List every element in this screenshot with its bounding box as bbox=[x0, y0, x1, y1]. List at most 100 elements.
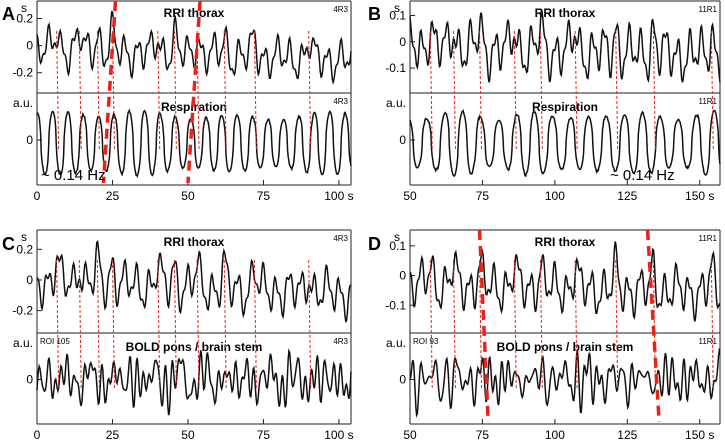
y-tick-label: 0 bbox=[399, 269, 406, 283]
alignment-marker bbox=[574, 259, 578, 391]
y-tick-label: -0.1 bbox=[385, 298, 406, 312]
y-tick-label: -0.2 bbox=[12, 66, 33, 80]
alignment-marker bbox=[223, 30, 227, 152]
panel-label-B: B bbox=[368, 4, 381, 24]
alignment-marker bbox=[452, 30, 456, 152]
alignment-marker bbox=[111, 259, 115, 391]
x-tick-label: 50 bbox=[403, 189, 417, 203]
alignment-marker bbox=[56, 259, 60, 391]
x-tick-label: 75 bbox=[257, 428, 271, 442]
alignment-marker bbox=[539, 259, 543, 391]
alignment-marker bbox=[710, 259, 714, 391]
subject-tag-top: 4R3 bbox=[333, 234, 348, 243]
y-unit-label-top: s bbox=[21, 230, 27, 244]
alignment-marker bbox=[173, 30, 177, 152]
roi-label: ROI 105 bbox=[40, 337, 70, 346]
x-tick-label: 25 bbox=[106, 189, 120, 203]
subplot-title-bottom: Respiration bbox=[161, 100, 227, 114]
alignment-marker bbox=[78, 259, 82, 391]
x-tick-label: 50 bbox=[181, 428, 195, 442]
alignment-marker bbox=[96, 30, 100, 152]
alignment-marker bbox=[513, 30, 517, 152]
alignment-marker bbox=[173, 259, 177, 391]
subplot-title-bottom: Respiration bbox=[532, 100, 598, 114]
y-tick-label: -0.2 bbox=[12, 304, 33, 318]
x-tick-label: 75 bbox=[476, 428, 490, 442]
y-tick-label: 0 bbox=[399, 35, 406, 49]
x-tick-label: 25 bbox=[106, 428, 120, 442]
frequency-annotation: ~ 0.14 Hz bbox=[41, 167, 106, 184]
subplot-title-top: RRI thorax bbox=[164, 235, 225, 249]
alignment-marker bbox=[157, 259, 161, 391]
x-tick-label: 100 bbox=[545, 189, 565, 203]
x-tick-label: 100 s bbox=[324, 428, 353, 442]
alignment-marker bbox=[56, 30, 60, 152]
alignment-marker bbox=[479, 259, 483, 391]
alignment-marker bbox=[615, 30, 619, 152]
y-tick-label: 0 bbox=[399, 133, 406, 147]
bold-trace bbox=[36, 348, 352, 416]
alignment-marker bbox=[78, 30, 82, 152]
alignment-marker bbox=[223, 259, 227, 391]
x-tick-label: 75 bbox=[476, 189, 490, 203]
subject-tag-bottom: 11R1 bbox=[698, 97, 717, 106]
respiration-trace bbox=[409, 109, 721, 178]
x-tick-label: 0 bbox=[34, 189, 41, 203]
panel-label-C: C bbox=[2, 234, 15, 254]
phase-marker bbox=[186, 0, 202, 184]
alignment-marker bbox=[429, 30, 433, 152]
y-tick-label: 0.1 bbox=[389, 9, 406, 23]
alignment-marker bbox=[574, 30, 578, 152]
y-tick-label: 0 bbox=[26, 133, 33, 147]
y-tick-label: 0 bbox=[399, 373, 406, 387]
x-tick-label: 125 bbox=[617, 428, 637, 442]
subplot-title-top: RRI thorax bbox=[164, 6, 225, 20]
subject-tag-top: 11R1 bbox=[698, 234, 717, 243]
x-tick-label: 50 bbox=[181, 189, 195, 203]
y-unit-label-top: s bbox=[394, 1, 400, 15]
phase-marker bbox=[645, 229, 661, 423]
alignment-marker bbox=[652, 30, 656, 152]
y-unit-label-bottom: a.u. bbox=[386, 96, 406, 110]
y-tick-label: 0.1 bbox=[389, 239, 406, 253]
roi-label: ROI 93 bbox=[413, 337, 439, 346]
y-unit-label-top: s bbox=[21, 1, 27, 15]
alignment-marker bbox=[253, 30, 257, 152]
alignment-marker bbox=[539, 30, 543, 152]
y-tick-label: 0 bbox=[26, 39, 33, 53]
x-tick-label: 75 bbox=[257, 189, 271, 203]
frequency-annotation: ~ 0.14 Hz bbox=[610, 167, 675, 184]
phase-marker bbox=[101, 0, 118, 184]
alignment-marker bbox=[308, 30, 312, 152]
x-tick-label: 100 s bbox=[324, 189, 353, 203]
alignment-marker bbox=[710, 30, 714, 152]
phase-marker bbox=[477, 229, 490, 423]
rri-trace bbox=[409, 10, 721, 83]
rri-trace bbox=[409, 241, 721, 322]
y-unit-label-bottom: a.u. bbox=[13, 336, 33, 350]
subplot-title-bottom: BOLD pons / brain stem bbox=[126, 340, 263, 354]
y-tick-label: 0 bbox=[26, 273, 33, 287]
alignment-marker bbox=[157, 30, 161, 152]
x-tick-label: 150 s bbox=[685, 428, 714, 442]
x-tick-label: 100 bbox=[545, 428, 565, 442]
y-unit-label-top: s bbox=[394, 230, 400, 244]
alignment-marker bbox=[253, 259, 257, 391]
alignment-marker bbox=[429, 259, 433, 391]
panel-label-A: A bbox=[2, 4, 15, 24]
y-unit-label-bottom: a.u. bbox=[386, 336, 406, 350]
x-tick-label: 50 bbox=[403, 428, 417, 442]
y-tick-label: 0.2 bbox=[16, 242, 33, 256]
alignment-marker bbox=[452, 259, 456, 391]
y-tick-label: 0.2 bbox=[16, 12, 33, 26]
alignment-marker bbox=[196, 259, 200, 391]
y-tick-label: -0.1 bbox=[385, 61, 406, 75]
alignment-marker bbox=[513, 259, 517, 391]
alignment-marker bbox=[96, 259, 100, 391]
subplot-title-top: RRI thorax bbox=[535, 6, 596, 20]
alignment-marker bbox=[308, 259, 312, 391]
respiration-trace bbox=[36, 108, 352, 178]
alignment-marker bbox=[479, 30, 483, 152]
bold-trace bbox=[409, 347, 721, 419]
